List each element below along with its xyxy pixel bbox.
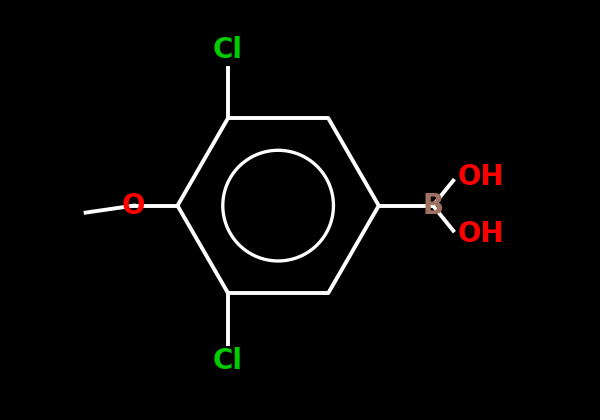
Text: OH: OH [458,220,504,248]
Text: O: O [122,192,146,220]
Text: Cl: Cl [213,347,243,375]
Text: B: B [422,192,443,220]
Text: OH: OH [458,163,504,192]
Text: Cl: Cl [213,36,243,64]
